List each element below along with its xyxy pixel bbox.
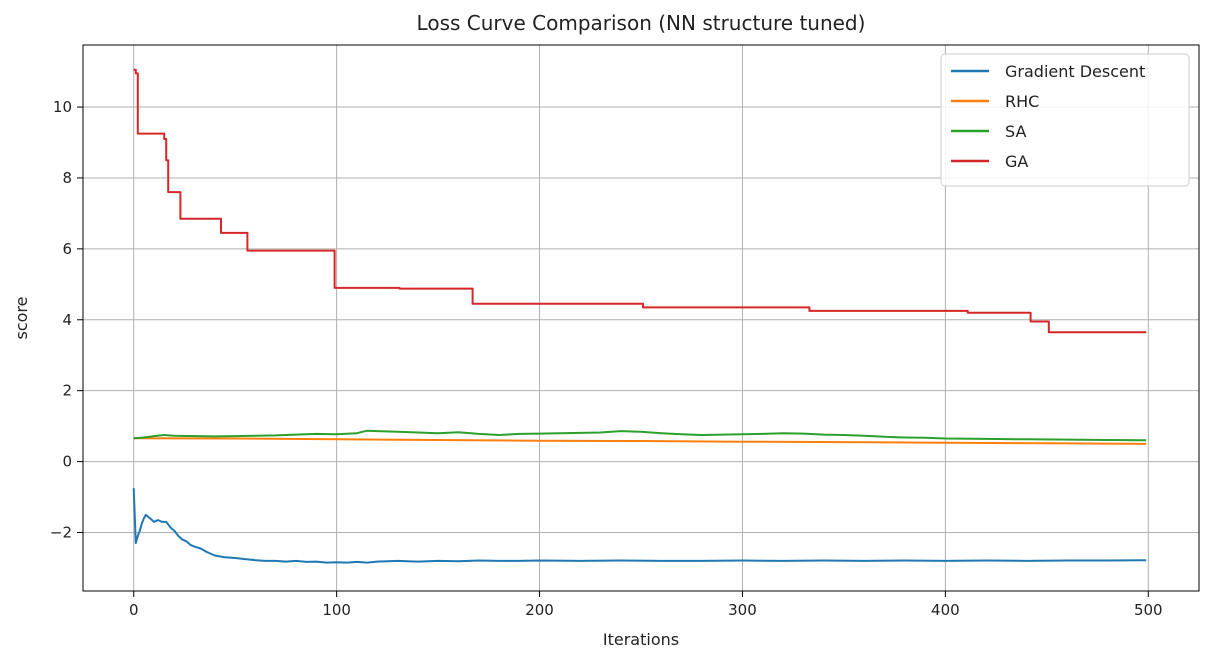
chart-title: Loss Curve Comparison (NN structure tune…	[417, 11, 866, 35]
x-tick-label: 0	[129, 601, 139, 619]
plot-lines	[132, 68, 1147, 564]
axis-ticks: 0 100 200 300 400 500 −2 0 2 4 6 8 10	[50, 98, 1163, 619]
y-tick-label: 0	[62, 453, 72, 471]
y-tick-label: 8	[62, 169, 72, 187]
legend-label: SA	[1005, 122, 1026, 141]
x-axis-label: Iterations	[603, 630, 679, 649]
y-tick-label: 4	[62, 311, 72, 329]
x-tick-label: 300	[728, 601, 757, 619]
y-tick-label: 10	[53, 98, 72, 116]
x-tick-label: 100	[322, 601, 351, 619]
legend-box	[940, 53, 1190, 187]
y-tick-label: 2	[62, 382, 72, 400]
x-tick-label: 400	[931, 601, 960, 619]
series-line-sa	[133, 429, 1147, 442]
x-tick-label: 500	[1134, 601, 1163, 619]
series-line-gradient-descent	[132, 488, 1147, 564]
y-tick-label: 6	[62, 240, 72, 258]
series-line-rhc	[133, 437, 1147, 445]
series-line-ga	[133, 68, 1147, 334]
x-tick-label: 200	[525, 601, 554, 619]
legend-label: Gradient Descent	[1005, 62, 1145, 81]
legend-label: RHC	[1005, 92, 1039, 111]
legend-label: GA	[1005, 152, 1028, 171]
plot-frame	[82, 44, 1200, 592]
legend: Gradient Descent RHC SA GA	[940, 53, 1190, 187]
y-axis-label: score	[12, 297, 31, 340]
y-tick-label: −2	[50, 524, 72, 542]
